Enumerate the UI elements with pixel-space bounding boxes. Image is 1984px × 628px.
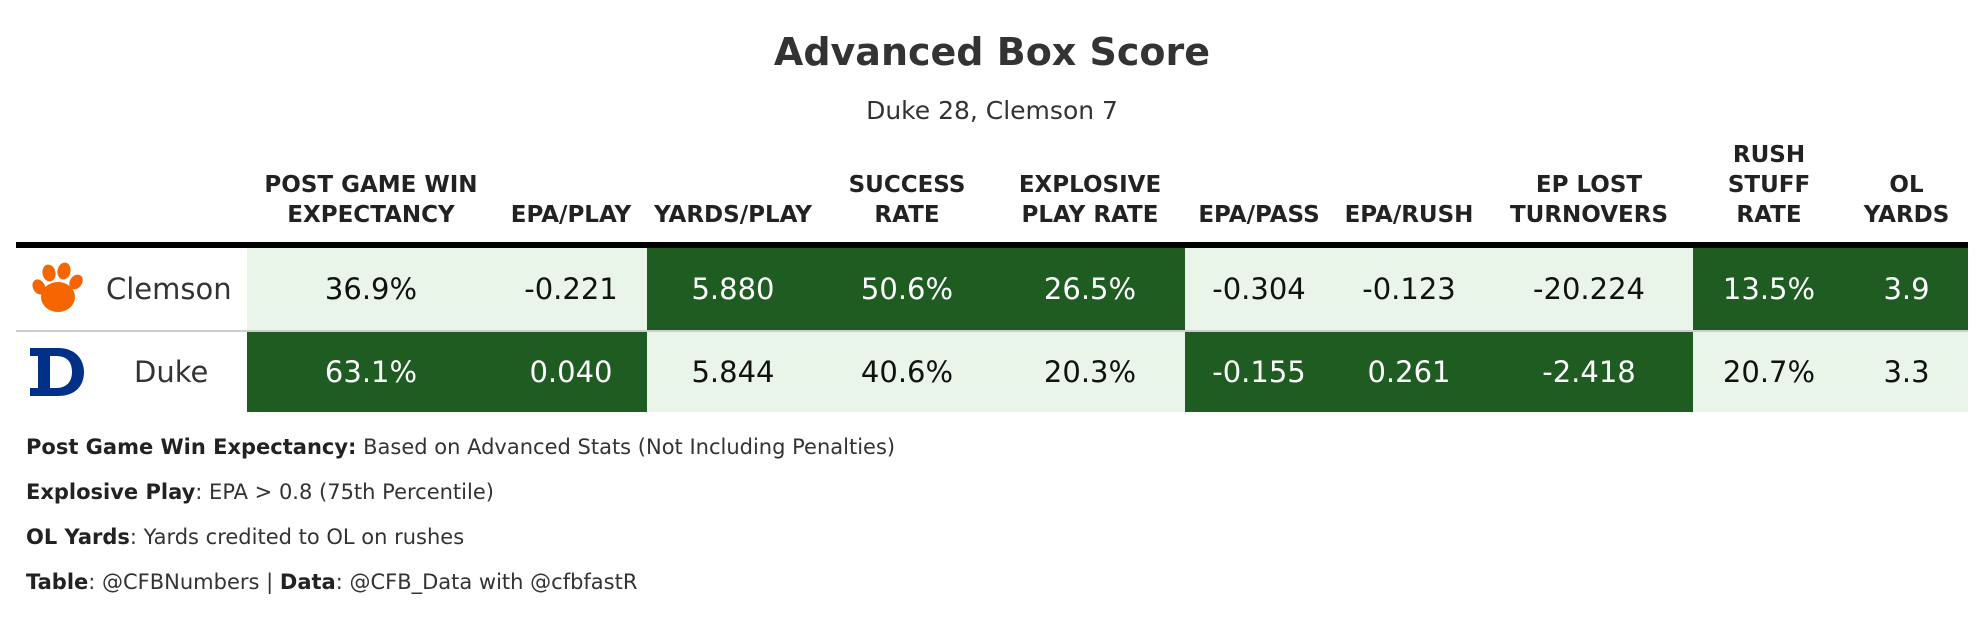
team-name: Clemson xyxy=(106,272,232,306)
footnote: OL Yards: Yards credited to OL on rushes xyxy=(26,522,895,567)
column-header-line: OL xyxy=(1889,172,1924,198)
column-header-epa_rush: EPA/RUSH xyxy=(1333,140,1485,248)
header-row: POST GAME WIN EXPECTANCY EPA/PLAY YARDS/PLA… xyxy=(16,140,1968,248)
cell-epa_pass: -0.155 xyxy=(1185,331,1333,412)
team-column-header xyxy=(16,140,247,248)
cell-ol: 3.9 xyxy=(1845,245,1968,332)
column-header-ol: OL YARDS xyxy=(1845,140,1968,248)
team-name: Duke xyxy=(134,355,209,389)
table-row: Clemson 36.9% -0.221 5.880 50.6% 26.5% -0.304-… xyxy=(16,245,1968,332)
footnote: Explosive Play: EPA > 0.8 (75th Percenti… xyxy=(26,477,895,522)
cell-epa_rush: -0.123 xyxy=(1333,245,1485,332)
cell-stuff: 20.7% xyxy=(1693,331,1845,412)
cell-ep_lost: -2.418 xyxy=(1485,331,1693,412)
team-cell: Duke xyxy=(16,331,247,412)
column-header-line: SUCCESS xyxy=(848,172,966,198)
column-header-line: EP LOST xyxy=(1535,172,1643,198)
table-subtitle: Duke 28, Clemson 7 xyxy=(866,96,1118,125)
column-header-line: RUSH xyxy=(1732,142,1806,168)
column-header-line: EXPLOSIVE xyxy=(1018,172,1162,198)
column-header-epa_pass: EPA/PASS xyxy=(1185,140,1333,248)
cell-explosive: 20.3% xyxy=(995,331,1185,412)
column-header-line: TURNOVERS xyxy=(1509,202,1669,228)
column-header-line: YARDS xyxy=(1863,202,1950,228)
column-header-stuff: RUSH STUFF RATE xyxy=(1693,140,1845,248)
cell-explosive: 26.5% xyxy=(995,245,1185,332)
duke-d-logo xyxy=(30,348,84,396)
footnote-text: : @CFB_Data with @cfbfastR xyxy=(335,570,638,594)
cell-stuff: 13.5% xyxy=(1693,245,1845,332)
table-row: Duke 63.1% 0.040 5.844 40.6% 20.3% -0.155 0.261… xyxy=(16,331,1968,412)
cell-success: 50.6% xyxy=(819,245,995,332)
column-header-line: RATE xyxy=(874,202,940,228)
cell-wp: 36.9% xyxy=(247,245,495,332)
cell-epa_pass: -0.304 xyxy=(1185,245,1333,332)
cell-ep_lost: -20.224 xyxy=(1485,245,1693,332)
column-header-wp: POST GAME WIN EXPECTANCY xyxy=(247,140,495,248)
team-cell: Clemson xyxy=(16,245,247,332)
footnote-text: : @CFBNumbers | xyxy=(88,570,280,594)
clemson-paw-logo xyxy=(29,261,86,312)
cell-epa_play: 0.040 xyxy=(495,331,647,412)
cell-epa_play: -0.221 xyxy=(495,245,647,332)
cell-ypp: 5.880 xyxy=(647,245,819,332)
table-title: Advanced Box Score xyxy=(773,30,1211,74)
column-header-line: EPA/PASS xyxy=(1198,202,1320,228)
column-header-success: SUCCESS RATE xyxy=(819,140,995,248)
footnote-term: Table xyxy=(26,570,89,594)
column-header-ep_lost: EP LOST TURNOVERS xyxy=(1485,140,1693,248)
cell-success: 40.6% xyxy=(819,331,995,412)
cell-ol: 3.3 xyxy=(1845,331,1968,412)
cell-wp: 63.1% xyxy=(247,331,495,412)
cell-epa_rush: 0.261 xyxy=(1333,331,1485,412)
footnote-term: Data xyxy=(279,570,336,594)
footnote-term: OL Yards xyxy=(26,525,130,549)
table-body: Clemson 36.9% -0.221 5.880 50.6% 26.5% -0.304-… xyxy=(16,245,1968,412)
column-header-line: POST GAME WIN xyxy=(264,172,478,198)
column-header-line: EPA/PLAY xyxy=(510,202,632,228)
column-header-line: EPA/RUSH xyxy=(1344,202,1474,228)
column-header-line: YARDS/PLAY xyxy=(654,202,812,228)
footnote: Post Game Win Expectancy: Based on Advan… xyxy=(26,432,895,477)
column-header-ypp: YARDS/PLAY xyxy=(647,140,819,248)
advanced-box-score-table: POST GAME WIN EXPECTANCY EPA/PLAY YARDS/PLA… xyxy=(16,140,1968,412)
footnote-term: Explosive Play xyxy=(26,480,196,504)
footnote: Table: @CFBNumbers | Data: @CFB_Data wit… xyxy=(26,567,895,612)
footnote-text: : Yards credited to OL on rushes xyxy=(129,525,465,549)
column-header-explosive: EXPLOSIVE PLAY RATE xyxy=(995,140,1185,248)
column-header-line: STUFF xyxy=(1727,172,1811,198)
column-header-epa_play: EPA/PLAY xyxy=(495,140,647,248)
column-header-line: RATE xyxy=(1736,202,1802,228)
cell-ypp: 5.844 xyxy=(647,331,819,412)
column-header-line: EXPECTANCY xyxy=(287,202,455,228)
footnote-text: Based on Advanced Stats (Not Including P… xyxy=(356,435,896,459)
footnote-term: Post Game Win Expectancy: xyxy=(26,435,357,459)
footnotes: Post Game Win Expectancy: Based on Advan… xyxy=(26,432,895,612)
footnote-text: : EPA > 0.8 (75th Percentile) xyxy=(195,480,494,504)
column-header-line: PLAY RATE xyxy=(1021,202,1159,228)
